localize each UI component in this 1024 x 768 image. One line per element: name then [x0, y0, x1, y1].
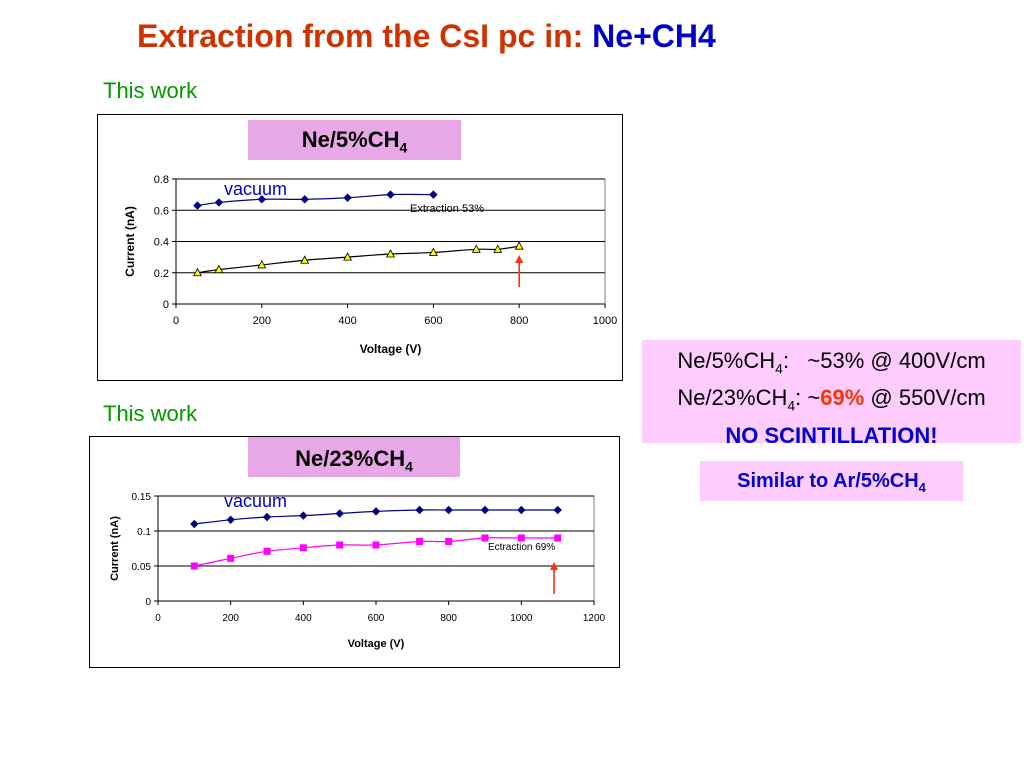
data-point: [554, 534, 562, 542]
arrow-icon: [550, 562, 559, 570]
x-axis-label: Voltage (V): [348, 638, 405, 650]
data-point: [263, 547, 271, 555]
series-label: vacuum: [224, 179, 287, 199]
series-label: vacuum: [224, 491, 287, 511]
chart-ne5ch4-plot: 0 0.2 0.4 0.6 0.8 0 200 400 600 800 1000 Voltage (V…: [123, 174, 617, 356]
x-tick-label: 1000: [510, 613, 533, 624]
data-point: [428, 247, 438, 256]
y-tick-label: 0.2: [154, 268, 169, 280]
chart-ne5ch4: 0 0.2 0.4 0.6 0.8 0 200 400 600 800 1000 Voltage (V…: [97, 114, 623, 381]
data-point: [257, 195, 267, 204]
data-point: [445, 538, 453, 545]
data-point: [471, 244, 481, 253]
x-tick-label: 200: [222, 613, 239, 624]
x-tick-label: 200: [253, 315, 271, 327]
series-line: [197, 245, 520, 274]
data-point: [214, 198, 224, 207]
x-tick-label: 0: [155, 613, 161, 624]
data-point: [372, 541, 380, 549]
data-point: [300, 255, 310, 264]
similar-note: Similar to Ar/5%CH4: [700, 461, 963, 501]
info-line-2: Ne/23%CH4: ~69% @ 550V/cm: [677, 385, 986, 414]
data-point: [190, 519, 199, 529]
data-point: [415, 505, 424, 515]
data-point: [517, 505, 526, 515]
data-point: [553, 505, 562, 515]
y-tick-label: 0.6: [154, 205, 169, 217]
y-tick-label: 0.4: [154, 237, 169, 249]
data-point: [227, 554, 235, 562]
data-point: [343, 193, 352, 202]
data-point: [214, 264, 224, 274]
data-point: [343, 252, 353, 261]
data-point: [444, 505, 453, 515]
data-point: [299, 511, 308, 520]
y-tick-label: 0.15: [132, 492, 152, 503]
annotation: Extraction 53%: [410, 203, 484, 215]
arrow-icon: [515, 255, 524, 263]
data-point: [190, 562, 198, 570]
data-point: [480, 505, 490, 515]
chart-ne23ch4: 0 0.05 0.1 0.15 0 200 400 600 800 1000 1200 Voltage…: [89, 436, 620, 668]
data-point: [386, 190, 395, 199]
info-line-3: NO SCINTILLATION!: [725, 422, 938, 448]
x-tick-label: 600: [368, 613, 385, 624]
data-point: [429, 190, 438, 199]
info-box: Ne/5%CH4: ~53% @ 400V/cm Ne/23%CH4: ~69%…: [642, 340, 1021, 448]
data-point: [192, 267, 202, 277]
data-point: [335, 509, 344, 518]
info-line-1: Ne/5%CH4: ~53% @ 400V/cm: [677, 348, 986, 377]
y-tick-label: 0.1: [137, 527, 151, 538]
chart-ne23ch4-plot: 0 0.05 0.1 0.15 0 200 400 600 800 1000 1200 Voltage…: [109, 491, 606, 650]
data-point: [257, 260, 267, 269]
x-tick-label: 400: [338, 315, 356, 327]
data-point: [514, 241, 524, 250]
data-point: [386, 249, 395, 258]
data-point: [481, 534, 489, 542]
y-tick-label: 0.05: [132, 562, 152, 573]
data-point: [493, 244, 503, 253]
data-point: [416, 538, 424, 545]
data-point: [371, 507, 381, 516]
data-point: [193, 201, 202, 210]
y-tick-label: 0.8: [154, 174, 169, 186]
slide-title: Extraction from the CsI pc in: Ne+CH4: [137, 18, 716, 55]
data-point: [300, 195, 309, 204]
title-gas: Ne+CH4: [592, 18, 716, 54]
this-work-label-1: This work: [103, 78, 198, 103]
x-tick-label: 1000: [593, 315, 617, 327]
data-point: [517, 534, 525, 542]
x-tick-label: 600: [424, 315, 442, 327]
x-tick-label: 800: [440, 613, 457, 624]
y-tick-label: 0: [145, 597, 151, 608]
chart-ne5ch4-label: Ne/5%CH4: [248, 120, 461, 160]
chart-ne23ch4-label: Ne/23%CH4: [248, 437, 460, 477]
x-tick-label: 1200: [583, 613, 606, 624]
y-axis-label: Current (nA): [123, 206, 137, 277]
y-tick-label: 0: [163, 299, 169, 311]
this-work-label-2: This work: [103, 401, 198, 426]
x-tick-label: 400: [295, 613, 312, 624]
data-point: [299, 544, 307, 552]
data-point: [336, 541, 344, 549]
x-axis-label: Voltage (V): [360, 342, 422, 356]
annotation: Ectraction 69%: [488, 542, 555, 553]
y-axis-label: Current (nA): [109, 516, 121, 581]
info-highlight: 69%: [820, 385, 865, 411]
title-main: Extraction from the CsI pc in:: [137, 18, 593, 54]
data-point: [226, 515, 235, 525]
data-point: [262, 512, 272, 522]
x-tick-label: 800: [510, 315, 528, 327]
x-tick-label: 0: [173, 315, 179, 327]
